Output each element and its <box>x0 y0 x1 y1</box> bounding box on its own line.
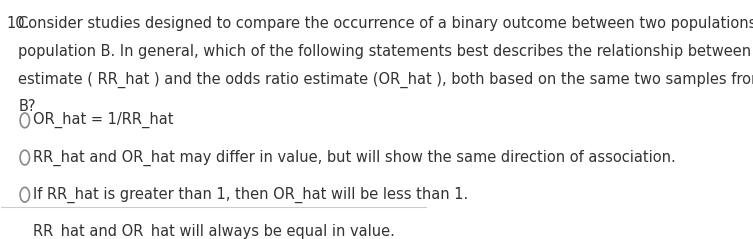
Text: RR_hat and OR_hat will always be equal in value.: RR_hat and OR_hat will always be equal i… <box>33 224 395 239</box>
Text: If RR_hat is greater than 1, then OR_hat will be less than 1.: If RR_hat is greater than 1, then OR_hat… <box>33 187 468 203</box>
Text: 10.: 10. <box>7 16 30 31</box>
Text: RR_hat and OR_hat may differ in value, but will show the same direction of assoc: RR_hat and OR_hat may differ in value, b… <box>33 149 676 166</box>
Text: estimate ( RR_hat ) and the odds ratio estimate (OR_hat ), both based on the sam: estimate ( RR_hat ) and the odds ratio e… <box>18 71 753 88</box>
Text: population B. In general, which of the following statements best describes the r: population B. In general, which of the f… <box>18 44 753 59</box>
Text: B?: B? <box>18 99 36 114</box>
Text: OR_hat = 1/RR_hat: OR_hat = 1/RR_hat <box>33 112 174 129</box>
Text: Consider studies designed to compare the occurrence of a binary outcome between : Consider studies designed to compare the… <box>18 16 753 31</box>
